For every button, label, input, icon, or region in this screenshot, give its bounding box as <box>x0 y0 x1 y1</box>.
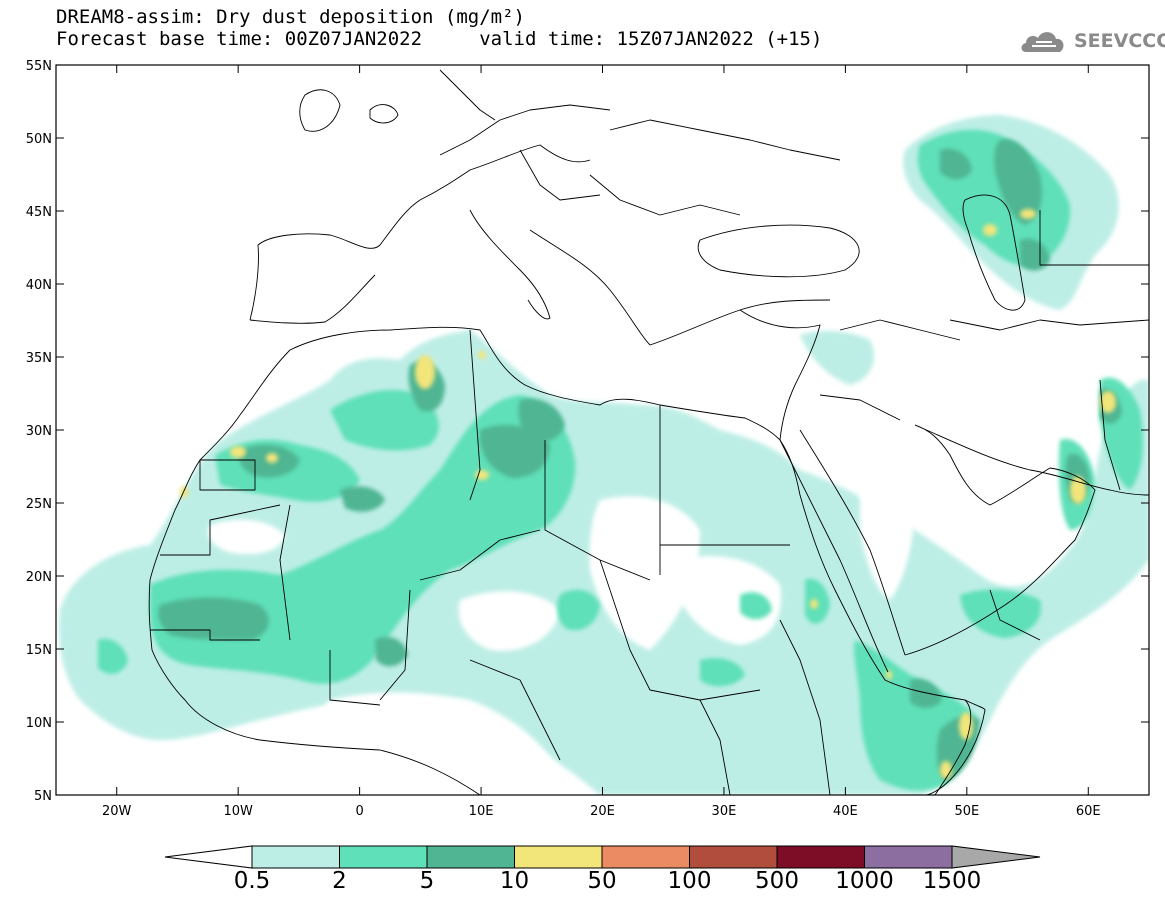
colorbar-segment <box>251 845 340 869</box>
lat-tick-label: 50N <box>26 132 52 147</box>
coastlines-and-borders <box>148 69 1149 795</box>
colorbar-label: 500 <box>755 868 799 894</box>
lon-tick-label: 20E <box>590 804 615 819</box>
colorbar-under-arrow <box>164 845 253 869</box>
lat-tick-label: 55N <box>26 59 52 74</box>
lon-tick-label: 0 <box>355 804 363 819</box>
colorbar-label: 10 <box>499 868 530 894</box>
lon-tick-label: 60E <box>1076 804 1101 819</box>
forecast-time-subtitle: Forecast base time: 00Z07JAN2022 valid t… <box>56 28 823 50</box>
lat-tick-label: 5N <box>34 789 52 804</box>
colorbar-label: 1500 <box>922 868 982 894</box>
lat-tick-label: 25N <box>26 497 52 512</box>
colorbar-segment <box>426 845 515 869</box>
longitude-axis: 20W 10W 0 10E 20E 30E 40E 50E 60E <box>102 65 1101 819</box>
lon-tick-label: 10E <box>469 804 494 819</box>
colorbar-segment <box>514 845 603 869</box>
colorbar-segment <box>776 845 865 869</box>
lat-tick-label: 30N <box>26 424 52 439</box>
colorbar-over-arrow <box>951 845 1041 869</box>
lon-tick-label: 30E <box>712 804 737 819</box>
lat-tick-label: 35N <box>26 351 52 366</box>
lat-tick-label: 15N <box>26 643 52 658</box>
colorbar-segment <box>339 845 428 869</box>
colorbar-label: 100 <box>667 868 712 894</box>
dust-level-10-50 <box>180 209 1116 779</box>
colorbar-label: 50 <box>587 868 617 894</box>
lon-tick-label: 20W <box>102 804 132 819</box>
colorbar <box>164 845 1041 869</box>
map-title: DREAM8-assim: Dry dust deposition (mg/m²… <box>56 6 525 28</box>
colorbar-label: 5 <box>419 868 435 894</box>
latitude-axis: 55N 50N 45N 40N 35N 30N 25N 20N 15N 10N 5N <box>26 59 1149 804</box>
colorbar-label: 0.5 <box>233 868 271 894</box>
seevccc-logo: SEEVCCC <box>1018 24 1165 58</box>
colorbar-segment <box>864 845 953 869</box>
cloud-logo-icon <box>1021 32 1064 52</box>
lon-tick-label: 10W <box>223 804 253 819</box>
lat-tick-label: 10N <box>26 716 52 731</box>
colorbar-segment <box>601 845 690 869</box>
logo-text: SEEVCCC <box>1074 30 1165 52</box>
lat-tick-label: 40N <box>26 278 52 293</box>
colorbar-segment <box>689 845 778 869</box>
colorbar-label: 1000 <box>835 868 894 894</box>
lat-tick-label: 45N <box>26 205 52 220</box>
lon-tick-label: 50E <box>954 804 979 819</box>
lon-tick-label: 40E <box>833 804 858 819</box>
lat-tick-label: 20N <box>26 570 52 585</box>
colorbar-label: 2 <box>332 868 347 894</box>
